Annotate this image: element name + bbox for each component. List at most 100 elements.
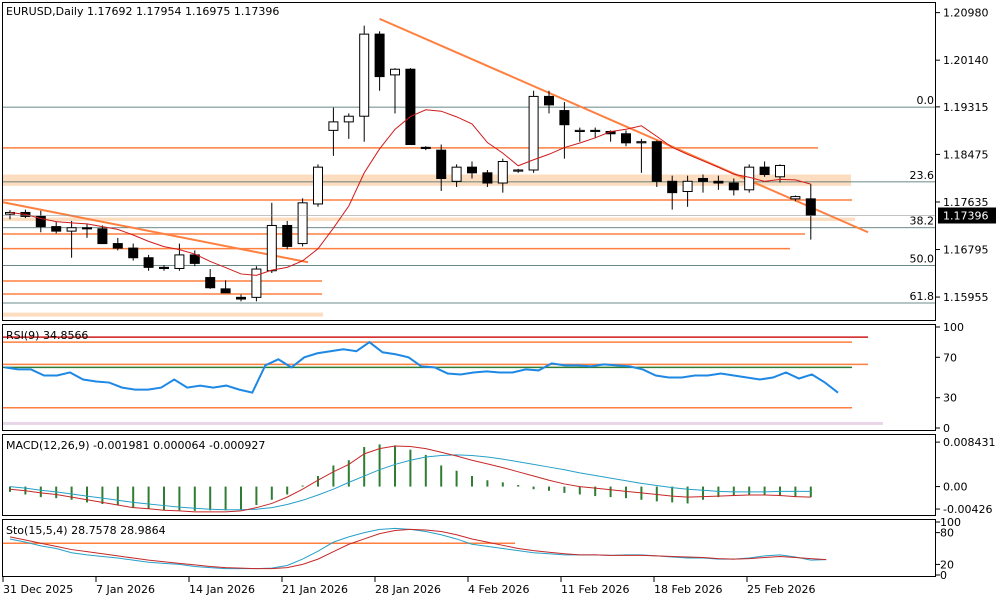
candle-body	[51, 226, 62, 232]
candle-body	[759, 166, 770, 176]
x-tick-label: 31 Dec 2025	[3, 583, 73, 596]
main-header: EURUSD,Daily 1.17692 1.17954 1.16975 1.1…	[6, 5, 279, 18]
macd-layer	[9, 444, 812, 513]
candle-body	[128, 247, 139, 259]
candle-body	[282, 224, 293, 247]
candle-body	[467, 166, 477, 174]
y-tick-label: 1.20140	[943, 54, 989, 67]
candle-body	[698, 177, 708, 182]
candle-body	[651, 141, 662, 182]
candle-body	[636, 141, 647, 144]
candle-body	[297, 202, 308, 245]
candle-body	[390, 68, 400, 76]
candle-body	[513, 169, 524, 172]
supply-zone	[3, 217, 855, 221]
macd-header: MACD(12,26,9) -0.001981 0.000064 -0.0009…	[6, 439, 265, 452]
candle-body	[775, 164, 785, 178]
y-tick-label: 1.20980	[943, 7, 989, 20]
candle-body	[528, 95, 539, 171]
candle-body	[482, 172, 493, 184]
candle-body	[574, 129, 585, 132]
trendline-down	[379, 17, 869, 234]
stoch-panel	[2, 519, 936, 577]
x-tick-label: 14 Jan 2026	[189, 583, 255, 596]
rsi-layer	[3, 336, 883, 425]
candle-body	[728, 182, 739, 191]
candle-body	[805, 198, 816, 216]
fib-label: 38.2	[910, 215, 935, 228]
fib-label: 0.0	[917, 94, 935, 107]
stoch-tick-label: 0	[940, 569, 947, 582]
candle-body	[420, 146, 431, 149]
y-tick-label: 1.17635	[943, 196, 989, 209]
candle-body	[343, 115, 354, 123]
candle-body	[112, 243, 123, 249]
stoch-header: Sto(15,5,4) 28.7578 28.9864	[6, 524, 166, 537]
y-tick-label: 1.15955	[943, 291, 989, 304]
candle-body	[451, 166, 462, 182]
candle-body	[205, 277, 216, 289]
y-tick-label: 1.18475	[943, 148, 989, 161]
candle-body	[97, 228, 108, 245]
candle-body	[174, 254, 185, 269]
fib-label: 50.0	[910, 253, 935, 266]
candle-body	[497, 161, 508, 184]
stoch-d-line	[9, 528, 827, 570]
candle-body	[220, 288, 231, 294]
trendline-left	[2, 201, 309, 264]
candle-body	[143, 257, 154, 268]
macd-tick-label: -0.00426	[943, 503, 992, 516]
macd-panel	[2, 434, 936, 516]
current-price-label: 1.17396	[943, 210, 989, 223]
x-tick-label: 28 Jan 2026	[375, 583, 441, 596]
candle-body	[436, 149, 447, 179]
candle-body	[189, 254, 200, 264]
supply-zone	[3, 312, 323, 317]
candle-body	[359, 33, 370, 117]
rsi-band	[3, 421, 883, 425]
axis-labels: 1.20980 1.20140 1.19315 1.18475 1.17635 1.167…	[2, 7, 996, 596]
current-price-box	[938, 207, 996, 224]
x-tick-label: 4 Feb 2026	[468, 583, 529, 596]
rsi-line	[4, 340, 839, 394]
candle-body	[266, 224, 277, 272]
candle-body	[159, 266, 169, 269]
candle-body	[559, 110, 570, 126]
stoch-tick-label: 100	[940, 516, 961, 529]
fib-label: 23.6	[910, 169, 935, 182]
candle-body	[667, 180, 678, 194]
candle-body	[713, 180, 724, 184]
macd-tick-label: 0.008431	[943, 436, 996, 449]
y-tick-label: 1.16795	[943, 244, 989, 257]
candle-body	[251, 268, 262, 298]
rsi-tick-label: 30	[943, 392, 957, 405]
y-tick-label: 1.19315	[943, 101, 989, 114]
stoch-k-line	[9, 527, 827, 570]
candle-body	[236, 296, 246, 300]
rsi-header: RSI(9) 34.8566	[6, 329, 88, 342]
x-tick-label: 11 Feb 2026	[561, 583, 629, 596]
candle-body	[405, 68, 416, 146]
rsi-tick-label: 70	[943, 351, 957, 364]
x-tick-label: 7 Jan 2026	[96, 583, 155, 596]
moving-average-line	[9, 109, 811, 276]
x-tick-label: 25 Feb 2026	[747, 583, 815, 596]
stoch-tick-label: 20	[940, 558, 954, 571]
macd-tick-label: 0.00	[943, 481, 968, 494]
candle-body	[374, 33, 385, 78]
stoch-layer	[3, 527, 827, 570]
candle-body	[790, 196, 801, 200]
candle-body	[328, 121, 339, 131]
x-tick-label: 18 Feb 2026	[654, 583, 722, 596]
candle-body	[682, 180, 693, 193]
rsi-tick-label: 100	[943, 321, 964, 334]
macd-main-line	[9, 445, 811, 513]
candle-body	[35, 215, 46, 228]
macd-signal-line	[9, 454, 811, 511]
candle-body	[313, 166, 323, 205]
fib-label: 61.8	[910, 290, 935, 303]
candle-body	[621, 133, 631, 144]
main-panel	[2, 2, 936, 321]
rsi-tick-label: 0	[943, 422, 950, 435]
